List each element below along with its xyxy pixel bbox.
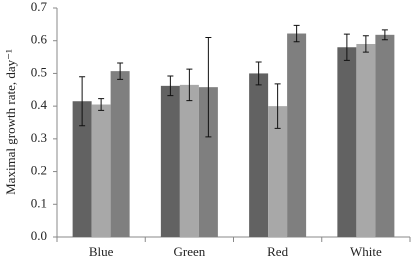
error-bar [98,98,105,111]
error-bar [117,62,124,80]
error-bar [362,35,369,53]
y-tick-label: 0.7 [31,0,48,14]
error-bar [343,33,350,61]
error-bar [205,36,212,138]
y-tick-label: 0.4 [31,97,48,112]
y-tick-label: 0.2 [31,163,47,178]
bar [268,106,288,238]
error-bar [274,83,281,129]
bar [179,84,199,237]
bar [287,33,307,237]
bar [356,43,376,237]
y-tick-label: 0.1 [31,195,47,210]
x-tick-label: Green [173,244,205,259]
y-tick-label: 0.0 [31,228,47,243]
error-bar [167,75,174,97]
error-bar [79,76,86,127]
x-tick-label: Blue [89,244,114,259]
y-tick-label: 0.6 [31,32,48,47]
x-tick-label: Red [267,244,288,259]
bar [72,101,92,237]
y-tick-label: 0.5 [31,64,47,79]
bar [91,104,111,237]
error-bar [186,68,193,102]
error-bar [255,61,262,86]
y-tick-label: 0.3 [31,130,47,145]
bar [198,87,218,237]
x-tick-label: White [350,244,382,259]
bar [110,71,130,237]
bar [375,34,395,237]
bar [160,85,180,237]
error-bar [293,24,300,43]
bar [249,73,269,237]
bar [337,47,357,237]
error-bar [381,29,388,41]
y-axis-label: Maximal growth rate, day⁻¹ [3,49,18,195]
